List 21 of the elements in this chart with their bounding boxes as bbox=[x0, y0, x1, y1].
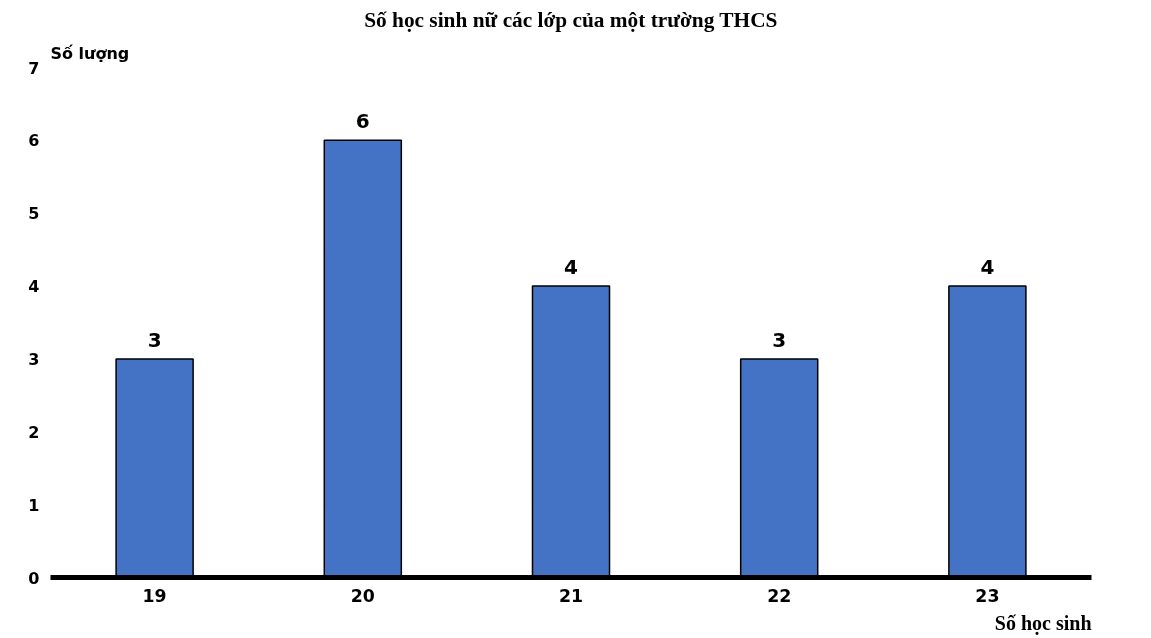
y-tick-label: 7 bbox=[28, 58, 40, 78]
y-tick-label: 6 bbox=[28, 131, 40, 151]
data-label: 6 bbox=[355, 109, 370, 134]
y-tick-label: 5 bbox=[28, 204, 40, 224]
y-tick-label: 4 bbox=[28, 277, 40, 297]
y-tick-label: 0 bbox=[28, 568, 40, 588]
x-tick-label: 20 bbox=[350, 585, 375, 606]
x-tick-label: 19 bbox=[142, 585, 167, 606]
x-axis-title: Số học sinh bbox=[994, 611, 1092, 635]
chart-title: Số học sinh nữ các lớp của một trường THCS bbox=[364, 7, 778, 32]
y-tick-label: 1 bbox=[28, 495, 40, 515]
y-axis-title: Số lượng bbox=[50, 43, 130, 63]
y-tick-label: 3 bbox=[28, 349, 40, 369]
data-label: 3 bbox=[772, 327, 787, 352]
data-label: 4 bbox=[564, 255, 578, 280]
x-tick-label: 21 bbox=[558, 585, 584, 606]
data-label: 3 bbox=[147, 327, 162, 352]
data-label: 4 bbox=[980, 255, 995, 280]
x-tick-label: 22 bbox=[767, 585, 792, 606]
x-tick-label: 23 bbox=[975, 585, 1000, 606]
y-tick-label: 2 bbox=[28, 422, 40, 442]
